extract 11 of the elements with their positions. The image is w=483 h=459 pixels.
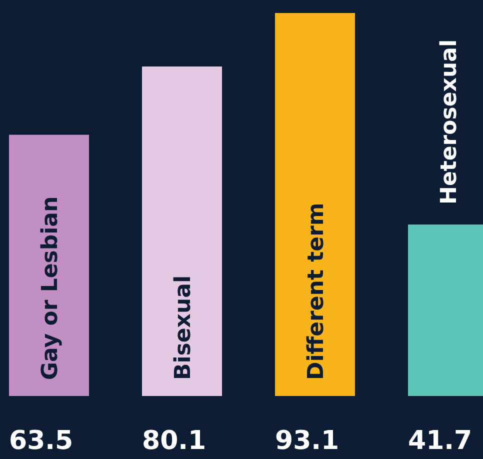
data-label: 93.1 bbox=[274, 426, 339, 456]
x-tick-label: Heterosexual bbox=[436, 39, 462, 204]
data-label: 80.1 bbox=[142, 426, 206, 456]
x-tick-label: Different term bbox=[303, 202, 328, 380]
bar bbox=[8, 134, 88, 396]
x-tick-label: Gay or Lesbian bbox=[37, 196, 62, 380]
data-label: 41.7 bbox=[408, 426, 472, 456]
data-label: 63.5 bbox=[8, 426, 73, 456]
bar bbox=[142, 66, 222, 396]
bar bbox=[274, 13, 354, 396]
x-tick-label: Bisexual bbox=[170, 275, 196, 380]
